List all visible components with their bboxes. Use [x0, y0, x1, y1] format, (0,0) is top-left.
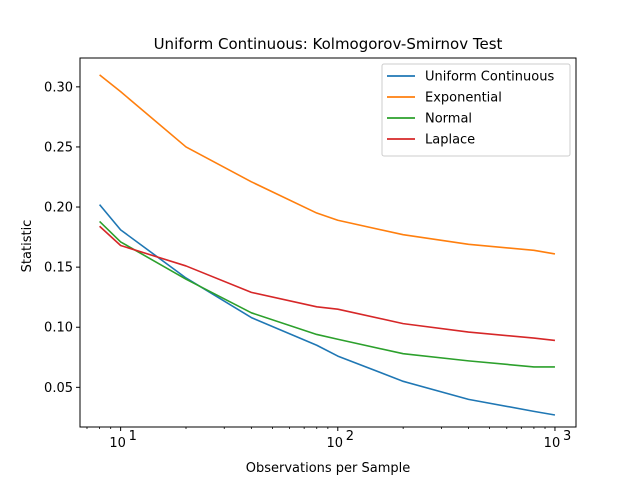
x-axis-label: Observations per Sample [246, 461, 411, 476]
x-tick-label-0: 10 [109, 436, 126, 451]
x-tick-exponent-2: 3 [563, 429, 571, 444]
series-line-0 [98, 204, 556, 416]
y-tick-label-1: 0.10 [44, 321, 73, 336]
y-tick-label-2: 0.15 [44, 261, 73, 276]
y-axis-ticks: 0.05 0.10 0.15 0.20 0.25 0.30 [44, 80, 80, 396]
legend-label-0: Uniform Continuous [425, 70, 554, 85]
series-line-3 [99, 225, 556, 342]
y-axis-label: Statistic [20, 220, 35, 273]
series-line-1 [99, 74, 556, 255]
x-tick-exponent-0: 1 [129, 429, 137, 444]
y-tick-label-5: 0.30 [44, 80, 73, 95]
y-tick-label-4: 0.25 [44, 140, 73, 155]
x-tick-label-2: 10 [544, 436, 561, 451]
series-line-2 [99, 220, 555, 368]
y-tick-label-0: 0.05 [44, 381, 73, 396]
legend: Uniform Continuous Exponential Normal Lapla… [381, 63, 571, 157]
y-tick-label-3: 0.20 [44, 201, 73, 216]
legend-label-3: Laplace [425, 133, 475, 148]
series-layer [98, 74, 556, 416]
legend-label-1: Exponential [425, 91, 502, 106]
legend-label-2: Normal [425, 112, 472, 127]
chart-title: Uniform Continuous: Kolmogorov-Smirnov T… [154, 35, 503, 53]
x-axis-ticks: 10 1 10 2 10 3 [86, 427, 571, 451]
x-tick-label-1: 10 [327, 436, 344, 451]
x-tick-exponent-1: 2 [346, 429, 354, 444]
legend-box [381, 63, 571, 157]
